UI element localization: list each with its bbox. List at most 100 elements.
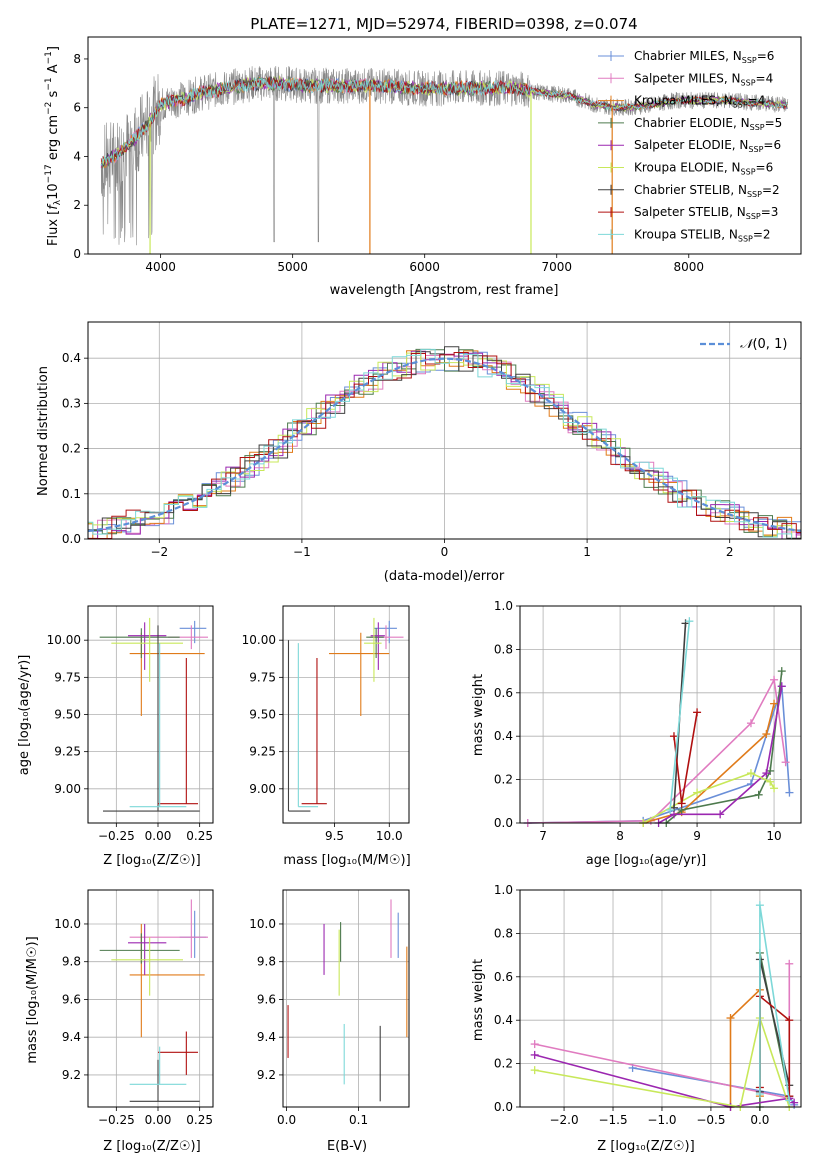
massweight_vs_Z-ytick-label: 0.8 xyxy=(494,926,513,940)
massweight_vs_Z-xtick-label: −1.0 xyxy=(647,1113,676,1127)
mass_vs_Z-ytick-label: 9.2 xyxy=(62,1068,81,1082)
histogram-ytick-label: 0.0 xyxy=(62,532,81,546)
mass_vs_Z-xtick-label: 0.25 xyxy=(186,1113,213,1127)
histogram-ticks: −2 −1 0 1 2 0.0 0.1 0.2 0.3 0.4 xyxy=(62,351,734,559)
age_vs_mass-ytick-label: 9.50 xyxy=(249,708,276,722)
massweight-vs-age-panel: 7 8 9 10 0.0 0.2 0.4 0.6 0.8 1.0 xyxy=(494,599,802,843)
histogram-xtick-label: 0 xyxy=(441,545,449,559)
age_vs_mass-ytick-label: 9.25 xyxy=(249,745,276,759)
massweight_vs_Z-ytick-label: 0.6 xyxy=(494,970,513,984)
histogram-series-chabrier_elodie xyxy=(88,348,801,535)
massweight_vs_age-ytick-label: 0.2 xyxy=(494,773,513,787)
age_vs_mass-xtick-label: 10.0 xyxy=(376,829,403,843)
mass_vs_Z-ytick-label: 9.4 xyxy=(62,1030,81,1044)
spectrum-model-line xyxy=(100,76,788,167)
spectrum-title: PLATE=1271, MJD=52974, FIBERID=0398, z=0… xyxy=(250,15,637,33)
massweight_vs_age-ytick-label: 0.8 xyxy=(494,642,513,656)
massweight_vs_Z-ytick-label: 0.4 xyxy=(494,1013,513,1027)
age_vs_Z-ytick-label: 9.25 xyxy=(54,745,81,759)
histogram-xtick-label: 2 xyxy=(726,545,734,559)
spectrum-ytick-label: 4 xyxy=(73,149,81,163)
age_vs_Z-ytick-label: 9.50 xyxy=(54,708,81,722)
massweight_vs_Z-ytick-label: 0.0 xyxy=(494,1100,513,1114)
massweight_vs_age-line-kroupa_miles xyxy=(642,703,775,824)
mass_vs_Z-ytick-label: 9.6 xyxy=(62,992,81,1006)
histogram-xtick-label: −2 xyxy=(150,545,168,559)
age-vs-mass-panel: 9.5 10.0 9.00 9.25 9.50 9.75 10.00 xyxy=(242,605,410,843)
massweight_vs_age-xtick-label: 9 xyxy=(693,829,701,843)
spectrum-panel: PLATE=1271, MJD=52974, FIBERID=0398, z=0… xyxy=(44,15,802,298)
mass_vs_ebv-ytick-label: 9.4 xyxy=(257,1030,276,1044)
massweight-vs-metallicity-panel: −2.0 −1.5 −1.0 −0.5 0.0 0.0 0.2 0.4 0.6 0.8 1.0 xyxy=(494,883,802,1127)
spectrum-xtick-label: 6000 xyxy=(409,260,440,274)
massweight_vs_Z-xtick-label: −1.5 xyxy=(598,1113,627,1127)
massweight_vs_age-ytick-label: 1.0 xyxy=(494,599,513,613)
massweight_vs_age-xtick-label: 7 xyxy=(539,829,547,843)
spectrum-ytick-label: 8 xyxy=(73,52,81,66)
massweight_vs_age-ytick-label: 0.6 xyxy=(494,686,513,700)
histogram-ytick-label: 0.4 xyxy=(62,351,81,365)
mass_vs_ebv-axes-frame xyxy=(282,889,410,1108)
massweight_vs_Z-xtick-label: 0.0 xyxy=(750,1113,769,1127)
legend-label-salpeter_miles: Salpeter MILES, NSSP=4 xyxy=(634,71,773,87)
spectrum-xtick-label: 5000 xyxy=(277,260,308,274)
spectrum-legend: Chabrier MILES, NSSP=6 Salpeter MILES, NS… xyxy=(598,49,782,243)
wAge-xlabel: age [log₁₀(age/yr)] xyxy=(586,853,707,868)
histogram-ylabel: Normed distribution xyxy=(36,366,51,496)
mass_vs_ebv-xtick-label: 0.1 xyxy=(349,1113,368,1127)
legend-label-kroupa_miles: Kroupa MILES, NSSP=4 xyxy=(634,94,765,110)
spectrum-xtick-label: 8000 xyxy=(673,260,704,274)
ageZ-ylabel: age [log₁₀(age/yr)] xyxy=(17,655,32,776)
residual-histogram-panel: −2 −1 0 1 2 0.0 0.1 0.2 0.3 0.4 (data-model)/erro… xyxy=(36,321,802,584)
mE-xlabel: E(B-V) xyxy=(327,1139,367,1154)
massweight_vs_age-xtick-label: 10 xyxy=(766,829,781,843)
mZ-ylabel: mass [log₁₀(M/M☉)] xyxy=(25,936,40,1063)
massweight_vs_Z-xtick-label: −0.5 xyxy=(696,1113,725,1127)
spectrum-xlabel: wavelength [Angstrom, rest frame] xyxy=(330,283,559,298)
mZ-xlabel: Z [log₁₀(Z/Z☉)] xyxy=(103,1139,200,1154)
spectrum-ticks: 4000 5000 6000 7000 8000 0 2 4 6 8 xyxy=(73,52,704,274)
legend-label-chabrier_elodie: Chabrier ELODIE, NSSP=5 xyxy=(634,116,782,132)
mass_vs_ebv-ytick-label: 9.8 xyxy=(257,955,276,969)
mass-vs-metallicity-panel: −0.25 0.00 0.25 9.2 9.4 9.6 9.8 10.0 xyxy=(54,889,214,1127)
mass-vs-ebv-panel: 0.0 0.1 9.2 9.4 9.6 9.8 10.0 xyxy=(249,889,410,1127)
massweight_vs_Z-xtick-label: −2.0 xyxy=(549,1113,578,1127)
spectrum-axes-frame xyxy=(87,36,802,255)
normal-curve xyxy=(87,357,802,533)
massweight_vs_Z-ytick-label: 1.0 xyxy=(494,883,513,897)
age_vs_mass-ytick-label: 9.75 xyxy=(249,670,276,684)
spectrum-xtick-label: 7000 xyxy=(541,260,572,274)
age-vs-metallicity-panel: −0.25 0.00 0.25 9.00 9.25 9.50 9.75 10.00 xyxy=(47,605,214,843)
massweight_vs_age-ytick-label: 0.4 xyxy=(494,729,513,743)
histogram-ytick-label: 0.3 xyxy=(62,396,81,410)
massweight_vs_age-line-kroupa_stelib xyxy=(669,621,691,811)
massweight_vs_age-ytick-label: 0.0 xyxy=(494,816,513,830)
age_vs_mass-xtick-label: 9.5 xyxy=(325,829,344,843)
age_vs_Z-xtick-label: −0.25 xyxy=(98,829,135,843)
legend-label-kroupa_stelib: Kroupa STELIB, NSSP=2 xyxy=(634,227,771,243)
histogram-legend: 𝒩(0, 1) xyxy=(700,337,787,352)
spectrum-model-line xyxy=(100,76,788,167)
mass_vs_Z-ytick-label: 10.0 xyxy=(54,917,81,931)
massweight_vs_Z-line-kroupa_elodie xyxy=(534,1014,791,1108)
mass_vs_ebv-ytick-label: 10.0 xyxy=(249,917,276,931)
age_vs_Z-xtick-label: 0.00 xyxy=(145,829,172,843)
mass_vs_Z-xtick-label: −0.25 xyxy=(98,1113,135,1127)
age_vs_Z-ytick-label: 9.75 xyxy=(54,670,81,684)
spectrum-xtick-label: 4000 xyxy=(145,260,176,274)
histogram-series-kroupa_stelib xyxy=(88,348,801,540)
ageM-xlabel: mass [log₁₀(M/M☉)] xyxy=(283,853,410,868)
ageZ-xlabel: Z [log₁₀(Z/Z☉)] xyxy=(103,853,200,868)
legend-label-salpeter_elodie: Salpeter ELODIE, NSSP=6 xyxy=(634,138,781,154)
legend-label-chabrier_stelib: Chabrier STELIB, NSSP=2 xyxy=(634,183,780,199)
mass_vs_Z-axes-frame xyxy=(87,889,214,1108)
histogram-plot-area xyxy=(87,346,802,540)
legend-label-salpeter_stelib: Salpeter STELIB, NSSP=3 xyxy=(634,205,778,221)
wZ-xlabel: Z [log₁₀(Z/Z☉)] xyxy=(597,1139,694,1154)
spectrum-ylabel: Flux [fλ10−17 erg cm−2 s−1 A−1] xyxy=(44,46,63,246)
histogram-xtick-label: 1 xyxy=(583,545,591,559)
spectrum-series-group xyxy=(100,65,789,254)
spectrum-ytick-label: 6 xyxy=(73,101,81,115)
age_vs_Z-ytick-label: 10.00 xyxy=(47,633,81,647)
